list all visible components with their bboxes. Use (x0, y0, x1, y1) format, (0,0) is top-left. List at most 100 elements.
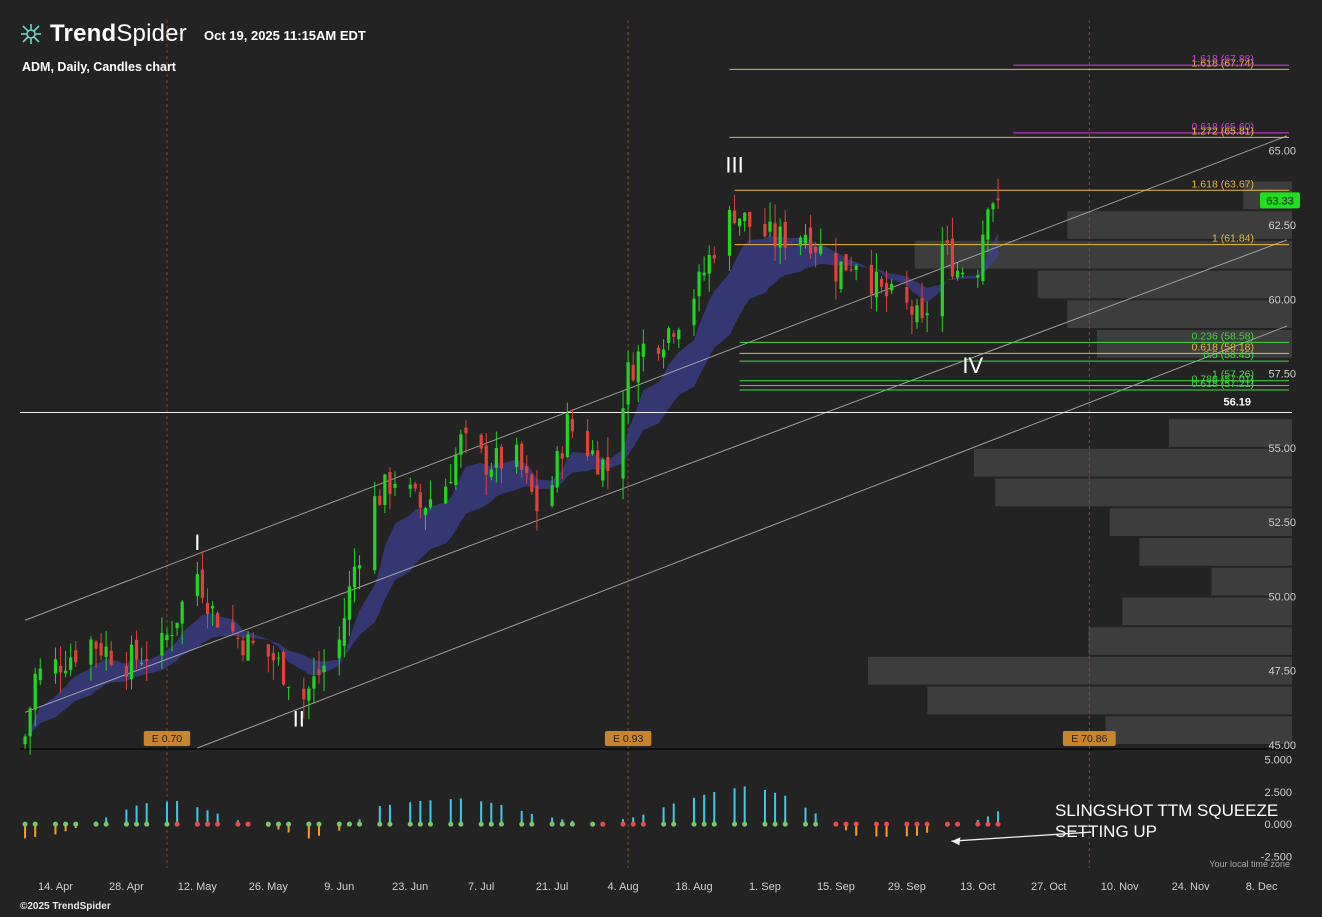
volume-profile-bar (1169, 419, 1292, 447)
x-tick-label: 10. Nov (1101, 881, 1139, 893)
squeeze-dot (529, 821, 535, 827)
candle-body (479, 434, 483, 449)
squeeze-dot (174, 821, 180, 827)
squeeze-dot (732, 821, 738, 827)
candle-body (656, 347, 661, 354)
fib-level-label: 1.618 (63.67) (1192, 178, 1254, 190)
candle-body (134, 639, 139, 660)
x-tick-label: 28. Apr (109, 881, 144, 893)
squeeze-dot (742, 821, 748, 827)
wave-label: IV (962, 353, 983, 378)
chart-description: ADM, Daily, Candles chart (22, 60, 176, 74)
candle-body (763, 223, 767, 237)
squeeze-dot (853, 821, 859, 827)
x-tick-label: 8. Dec (1246, 881, 1278, 893)
annotation-line1: SLINGSHOT TTM SQUEEZE (1055, 801, 1278, 820)
candle-body (636, 351, 640, 383)
squeeze-y-tick-label: 2.500 (1264, 787, 1292, 799)
candle-body (484, 445, 488, 475)
spider-node-icon (21, 24, 41, 44)
squeeze-dot (884, 821, 890, 827)
squeeze-dot (134, 821, 140, 827)
candle-body (697, 271, 701, 297)
candle-body (352, 566, 357, 588)
candle-body (312, 676, 316, 689)
candle-body (950, 238, 955, 277)
candle-body (145, 659, 149, 661)
candle-body (890, 284, 894, 291)
candle-body (58, 665, 63, 673)
candle-body (388, 472, 392, 494)
candle-body (783, 221, 787, 248)
earnings-badge (604, 731, 652, 746)
candle-body (621, 408, 625, 479)
candle-body (383, 474, 387, 506)
candle-body (844, 254, 848, 271)
squeeze-dot (519, 821, 525, 827)
candle-body (281, 652, 286, 685)
candle-body (307, 688, 311, 701)
squeeze-dot (944, 821, 950, 827)
candle-body (692, 298, 696, 326)
candle-body (960, 272, 965, 275)
squeeze-dot (691, 821, 697, 827)
y-tick-label: 45.00 (1268, 740, 1296, 752)
candle-body (570, 418, 574, 432)
candle-body (266, 644, 270, 657)
candle-body (748, 211, 752, 227)
y-tick-label: 50.00 (1268, 591, 1296, 603)
candle-body (555, 451, 559, 488)
x-tick-label: 26. May (249, 881, 289, 893)
x-tick-label: 1. Sep (749, 881, 781, 893)
squeeze-dot (93, 821, 99, 827)
candle-body (33, 673, 37, 710)
candle-body (910, 306, 914, 315)
candle-body (819, 245, 823, 254)
fib-level-label: 1 (61.84) (1212, 233, 1254, 245)
squeeze-y-tick-label: 5.000 (1264, 755, 1292, 767)
squeeze-dot (346, 821, 352, 827)
candle-body (631, 365, 635, 381)
fib-level-label: 1.618 (67.88) (1192, 53, 1254, 65)
squeeze-dot (549, 821, 555, 827)
candle-body (905, 287, 909, 303)
candle-body (869, 264, 873, 295)
y-tick-label: 52.50 (1268, 517, 1296, 529)
x-tick-label: 9. Jun (324, 881, 354, 893)
squeeze-dot (265, 821, 271, 827)
candle-body (535, 485, 539, 512)
squeeze-dot (194, 821, 200, 827)
candle-body (976, 275, 980, 278)
squeeze-dot (103, 821, 109, 827)
candle-body (854, 265, 858, 271)
x-tick-label: 18. Aug (675, 881, 712, 893)
candle-body (200, 569, 205, 598)
wave-label: I (194, 530, 200, 555)
squeeze-dot (52, 821, 58, 827)
wave-label: III (725, 152, 743, 177)
candle-body (337, 639, 341, 659)
squeeze-dot (590, 821, 596, 827)
candle-body (986, 209, 990, 240)
pane-separator (20, 748, 1292, 750)
squeeze-dot (955, 821, 961, 827)
squeeze-dot (813, 821, 819, 827)
squeeze-y-tick-label: 0.000 (1264, 819, 1292, 831)
candle-body (357, 565, 362, 569)
candle-body (565, 413, 569, 457)
squeeze-dot (205, 821, 211, 827)
volume-profile-bar (974, 448, 1292, 477)
annotation-line2: SETTING UP (1055, 822, 1157, 841)
x-tick-label: 7. Jul (468, 881, 494, 893)
squeeze-dot (215, 821, 221, 827)
candle-body (874, 271, 879, 298)
x-tick-label: 24. Nov (1172, 881, 1210, 893)
candle-body (459, 434, 463, 455)
candle-body (216, 612, 220, 628)
squeeze-dot (630, 821, 636, 827)
squeeze-dot (772, 821, 778, 827)
candle-body (955, 270, 960, 278)
channel-line (197, 325, 1288, 749)
candle-body (23, 736, 27, 745)
